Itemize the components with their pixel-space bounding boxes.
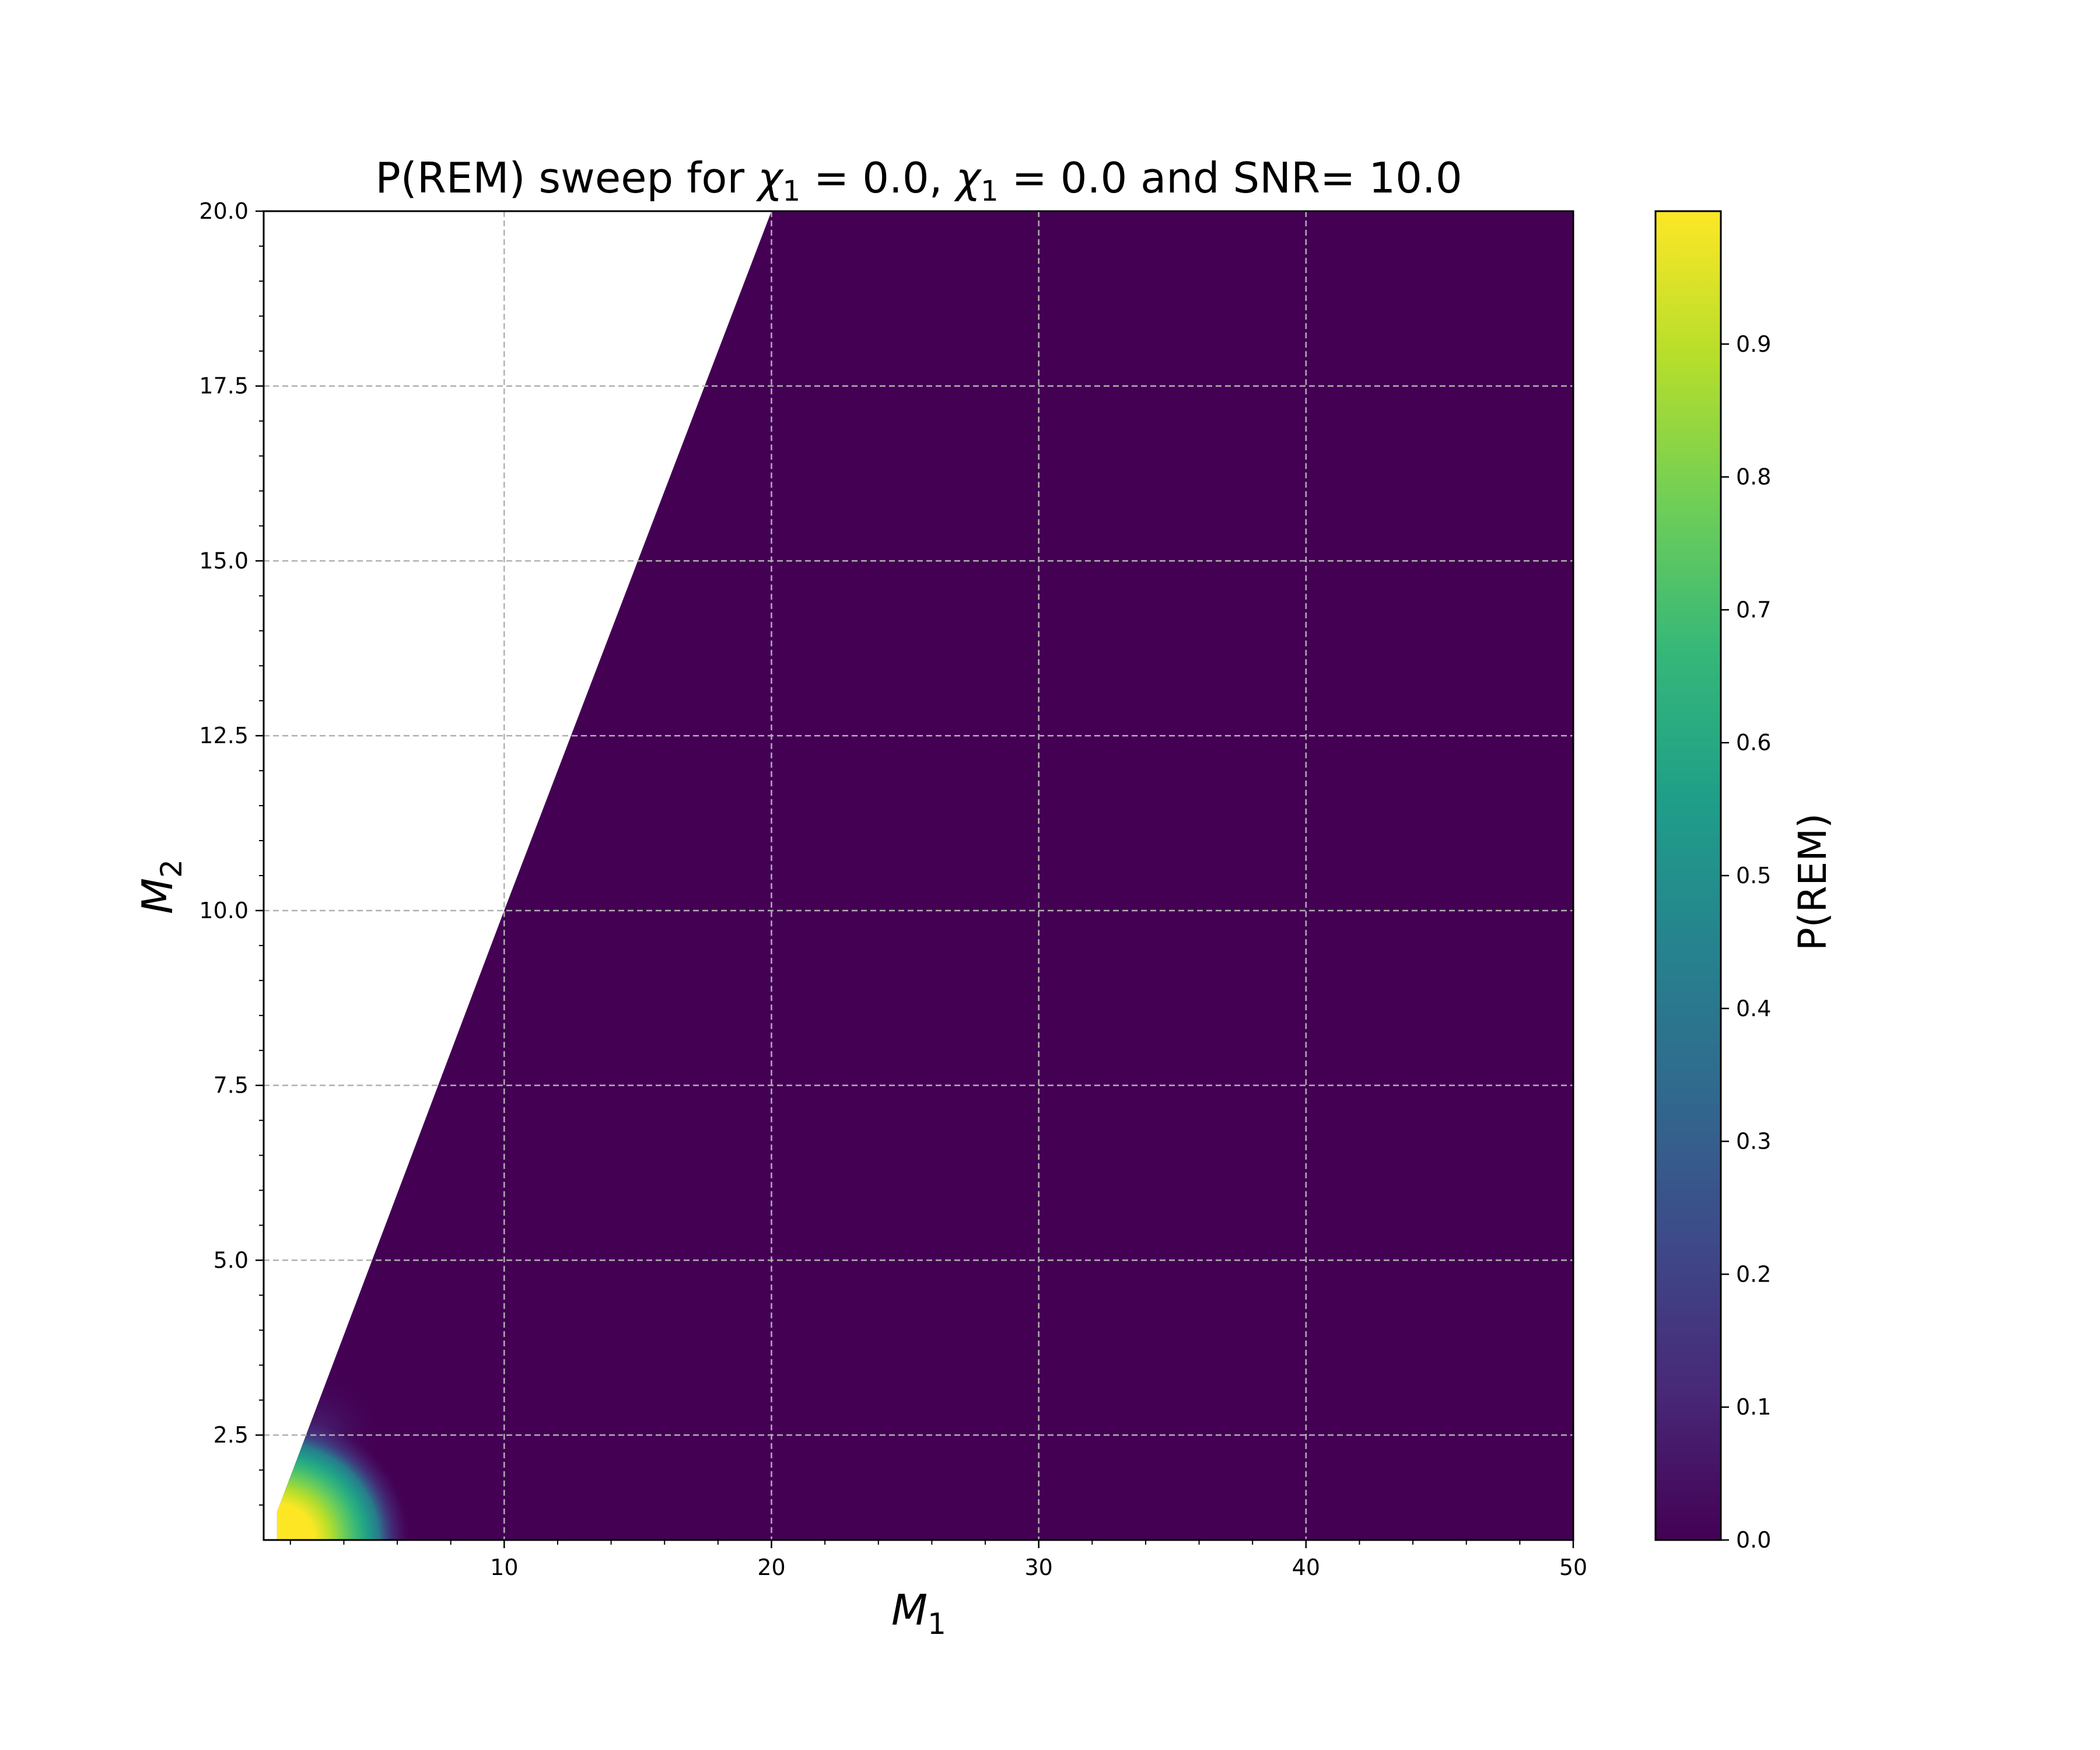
x-axis-ticks: 10 20 30 40 50 <box>289 1540 1587 1580</box>
colorbar-tick-label: 0.7 <box>1736 597 1771 622</box>
y-tick-label: 15.0 <box>199 548 249 573</box>
heatmap-hotspot-group <box>276 211 1573 1540</box>
colorbar-tick-label: 0.2 <box>1736 1261 1771 1287</box>
chart-title: P(REM) sweep for χ1 = 0.0, χ1 = 0.0 and … <box>375 153 1462 208</box>
colorbar-tick-label: 0.3 <box>1736 1129 1771 1154</box>
y-tick-label: 17.5 <box>199 373 249 399</box>
colorbar-label: P(REM) <box>1790 813 1835 951</box>
x-tick-label: 50 <box>1559 1555 1587 1580</box>
y-axis-ticks: 2.5 5.0 7.5 10.0 12.5 15.0 17.5 20.0 <box>199 198 264 1506</box>
y-tick-label: 2.5 <box>214 1422 249 1448</box>
x-tick-label: 20 <box>757 1555 785 1580</box>
plot-area: 10 20 30 40 50 2.5 5.0 7.5 10.0 12.5 15.0 17.5 20.0 <box>199 198 1587 1580</box>
colorbar-tick-label: 0.5 <box>1736 863 1771 888</box>
y-tick-label: 7.5 <box>214 1073 249 1098</box>
colorbar-ticks: 0.0 0.1 0.2 0.3 0.4 0.5 0.6 0.7 0.8 0.9 <box>1721 331 1771 1553</box>
colorbar-tick-label: 0.8 <box>1736 464 1771 490</box>
colorbar-tick-label: 0.9 <box>1736 331 1771 357</box>
colorbar-tick-label: 0.6 <box>1736 730 1771 755</box>
y-tick-label: 10.0 <box>199 898 249 923</box>
colorbar: 0.0 0.1 0.2 0.3 0.4 0.5 0.6 0.7 0.8 0.9 <box>1654 210 1771 1553</box>
colorbar-gradient <box>1656 211 1721 1540</box>
heatmap-region <box>276 211 1574 1540</box>
grid-lines <box>264 211 1573 1540</box>
x-tick-label: 40 <box>1292 1555 1320 1580</box>
colorbar-tick-label: 0.1 <box>1736 1394 1771 1420</box>
x-axis-label: M1 <box>891 1586 946 1641</box>
heatmap-hotspot <box>276 211 1573 1540</box>
y-tick-label: 12.5 <box>199 723 249 748</box>
x-tick-label: 30 <box>1024 1555 1052 1580</box>
y-tick-label: 5.0 <box>214 1247 249 1273</box>
x-tick-label: 10 <box>490 1555 518 1580</box>
y-axis-label: M2 <box>133 859 188 914</box>
y-tick-label: 20.0 <box>199 198 249 224</box>
colorbar-tick-label: 0.0 <box>1736 1527 1771 1553</box>
colorbar-tick-label: 0.4 <box>1736 996 1771 1021</box>
